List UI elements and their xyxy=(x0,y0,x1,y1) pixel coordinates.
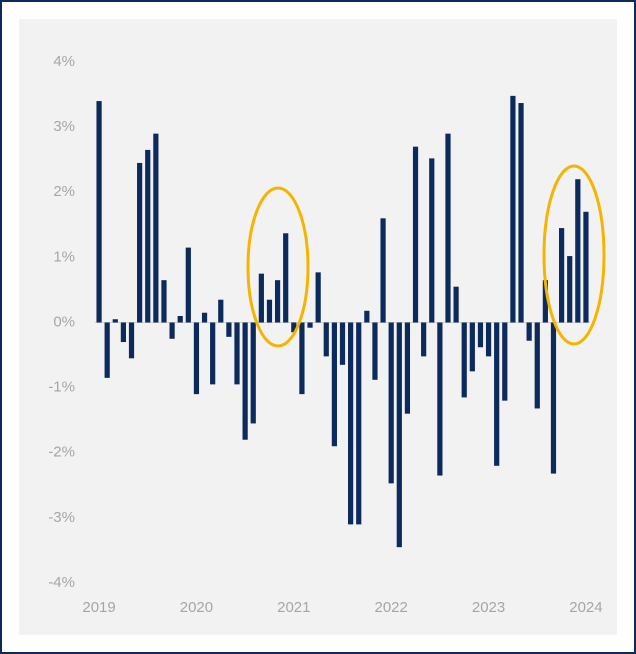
bar xyxy=(534,322,540,409)
bar xyxy=(583,211,589,323)
bar xyxy=(494,322,500,466)
bar xyxy=(453,286,459,323)
bar xyxy=(128,322,135,359)
bar xyxy=(218,299,224,323)
x-tick-label: 2024 xyxy=(569,599,602,616)
bar xyxy=(502,322,508,401)
bar xyxy=(307,322,313,328)
bar xyxy=(388,322,394,484)
bar xyxy=(404,322,411,414)
bar xyxy=(323,322,329,357)
bar xyxy=(137,162,143,323)
bar xyxy=(185,247,191,323)
bar xyxy=(210,322,216,385)
bar xyxy=(145,149,151,323)
bar xyxy=(283,233,289,323)
bar xyxy=(234,322,240,385)
bar xyxy=(120,322,127,343)
highlight-ellipse xyxy=(542,164,606,346)
bar xyxy=(242,322,248,440)
bar xyxy=(104,322,110,378)
bar xyxy=(518,103,524,323)
y-tick-label: -2% xyxy=(48,444,75,461)
bar xyxy=(461,322,467,398)
y-tick-label: -3% xyxy=(48,509,75,526)
bar xyxy=(299,322,305,395)
bar xyxy=(177,315,183,323)
bar xyxy=(437,322,443,476)
bar xyxy=(567,256,573,323)
x-tick-label: 2019 xyxy=(82,599,115,616)
x-tick-label: 2023 xyxy=(472,599,505,616)
bar xyxy=(380,218,386,323)
y-tick-label: 1% xyxy=(53,248,75,265)
bar xyxy=(348,322,354,525)
bar xyxy=(201,312,208,323)
bar xyxy=(526,322,532,341)
y-tick-label: -4% xyxy=(48,574,75,591)
bar xyxy=(469,322,475,372)
bar xyxy=(412,146,419,323)
bar xyxy=(153,133,159,323)
bar xyxy=(396,322,402,548)
bar xyxy=(96,101,102,323)
bar xyxy=(266,299,273,323)
y-tick-label: 4% xyxy=(53,53,75,70)
y-tick-label: 0% xyxy=(53,313,75,330)
bar xyxy=(575,179,581,323)
y-tick-label: -1% xyxy=(48,379,75,396)
bar xyxy=(542,280,548,323)
bar xyxy=(226,322,232,337)
highlight-ellipse xyxy=(246,186,310,348)
bar xyxy=(274,280,281,323)
bar xyxy=(477,322,484,348)
y-tick-label: 3% xyxy=(53,118,75,135)
bar xyxy=(429,158,435,323)
x-tick-label: 2021 xyxy=(277,599,310,616)
bar xyxy=(550,322,557,474)
bar xyxy=(315,272,321,323)
bar xyxy=(510,95,516,323)
bar xyxy=(558,228,565,323)
bar xyxy=(372,322,378,380)
bar xyxy=(421,322,427,357)
bar xyxy=(193,322,200,395)
x-tick-label: 2020 xyxy=(180,599,213,616)
bar xyxy=(169,322,175,339)
bar xyxy=(364,310,370,323)
bar xyxy=(291,322,297,333)
bar xyxy=(250,322,256,424)
y-tick-label: 2% xyxy=(53,183,75,200)
bar xyxy=(339,322,346,365)
bar xyxy=(331,322,337,447)
plot-panel xyxy=(19,19,617,635)
bar xyxy=(356,322,362,525)
x-tick-label: 2022 xyxy=(375,599,408,616)
bar xyxy=(445,133,451,323)
bar xyxy=(112,319,118,323)
bar xyxy=(161,280,167,323)
bar xyxy=(485,322,492,357)
bar xyxy=(258,273,264,323)
